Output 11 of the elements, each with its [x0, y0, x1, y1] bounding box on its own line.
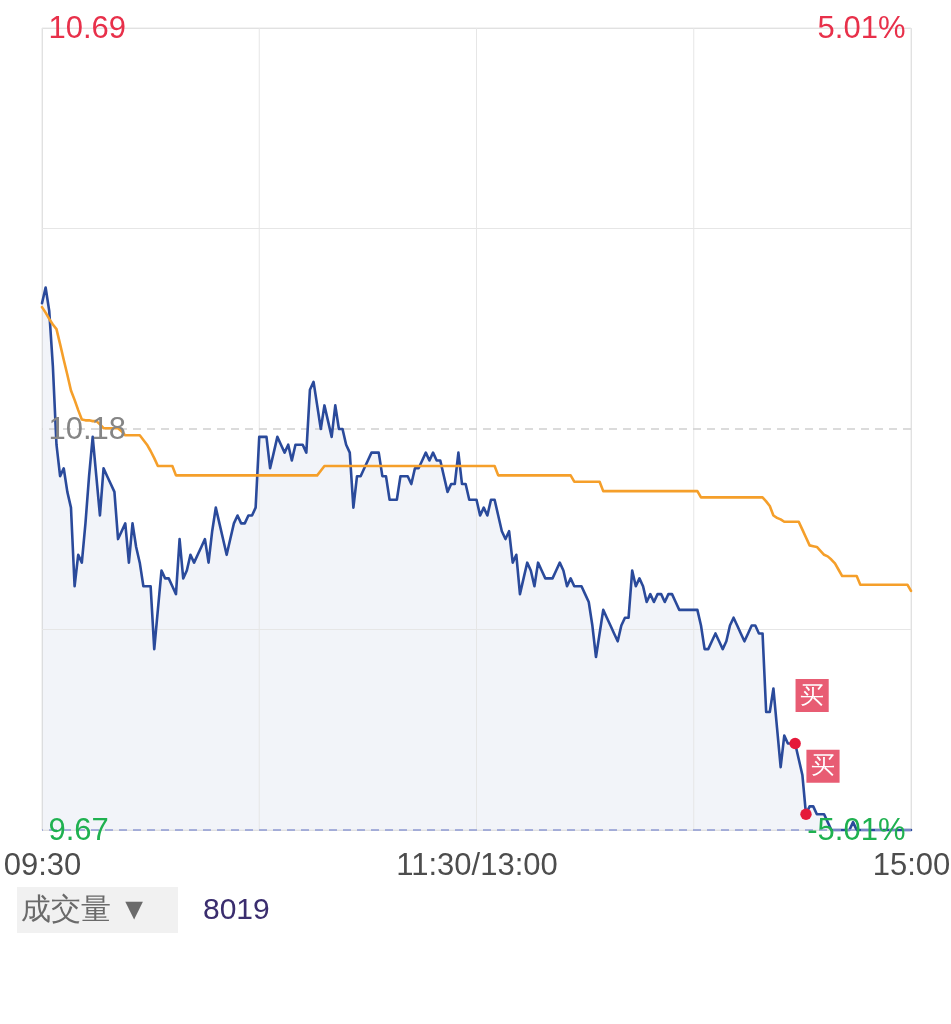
x-tick-label: 15:00: [872, 846, 951, 882]
x-tick-label: 09:30: [3, 846, 82, 882]
line-series: [40, 305, 913, 593]
y-tick-label: 9.67: [48, 811, 109, 847]
data-label: 买: [811, 751, 835, 779]
data-label: 买: [800, 680, 825, 708]
text: 8019: [203, 892, 270, 925]
x-tick-label: 11:30/13:00: [396, 846, 558, 882]
text: 成交量 ▼: [21, 892, 150, 925]
y2-tick-label: 5.01%: [817, 9, 906, 45]
y-tick-label: 10.69: [48, 9, 127, 45]
